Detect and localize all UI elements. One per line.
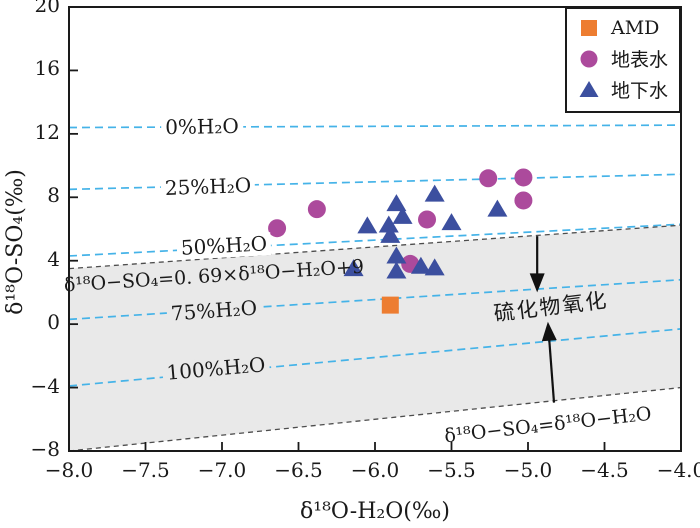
legend-item-amd: AMD <box>576 13 679 43</box>
groundwater-point <box>357 216 378 234</box>
surface-water-circle-icon <box>580 50 598 67</box>
surface-water-series <box>268 168 533 273</box>
sulfide-oxidation-band <box>69 225 681 451</box>
mixing-line <box>68 223 682 257</box>
groundwater-point <box>378 215 399 233</box>
mixing-line <box>68 124 682 129</box>
surface-water-point <box>307 200 326 219</box>
oxidation-up-arrow <box>541 321 557 403</box>
legend-item-groundwater: 地下水 <box>576 74 679 104</box>
mixing-line <box>68 173 682 191</box>
groundwater-point <box>487 199 508 217</box>
upper-boundary-line <box>68 224 682 270</box>
surface-water-point <box>418 210 437 229</box>
groundwater-point <box>441 213 462 231</box>
groundwater-point <box>386 194 407 212</box>
amd-point <box>381 296 399 314</box>
one-to-one-line <box>68 386 682 452</box>
groundwater-point <box>410 256 431 274</box>
x-axis-title: δ¹⁸O-H₂O(‰) <box>300 499 450 524</box>
amd-series <box>381 296 399 314</box>
surface-water-point <box>268 219 287 238</box>
groundwater-point <box>343 259 364 277</box>
legend-item-surface-water: 地表水 <box>576 44 679 74</box>
legend-label-amd: AMD <box>611 17 660 39</box>
surface-water-point <box>514 168 533 187</box>
groundwater-point <box>386 246 407 264</box>
groundwater-series <box>343 184 508 279</box>
legend: AMD 地表水 地下水 <box>565 7 681 113</box>
groundwater-point <box>380 225 401 243</box>
mixing-line <box>68 328 682 387</box>
groundwater-point <box>392 206 413 224</box>
oxidation-down-arrow <box>529 236 545 293</box>
legend-label-groundwater: 地下水 <box>611 79 669 102</box>
groundwater-point <box>386 261 407 279</box>
groundwater-point <box>424 258 445 276</box>
surface-water-point <box>514 191 533 210</box>
y-axis-title: δ¹⁸O-SO₄(‰) <box>3 169 28 315</box>
groundwater-triangle-icon <box>579 81 599 97</box>
legend-label-surface-water: 地表水 <box>611 49 669 71</box>
amd-square-icon <box>581 20 597 36</box>
surface-water-point <box>479 169 498 188</box>
groundwater-point <box>424 184 445 202</box>
mixing-line <box>68 278 682 321</box>
